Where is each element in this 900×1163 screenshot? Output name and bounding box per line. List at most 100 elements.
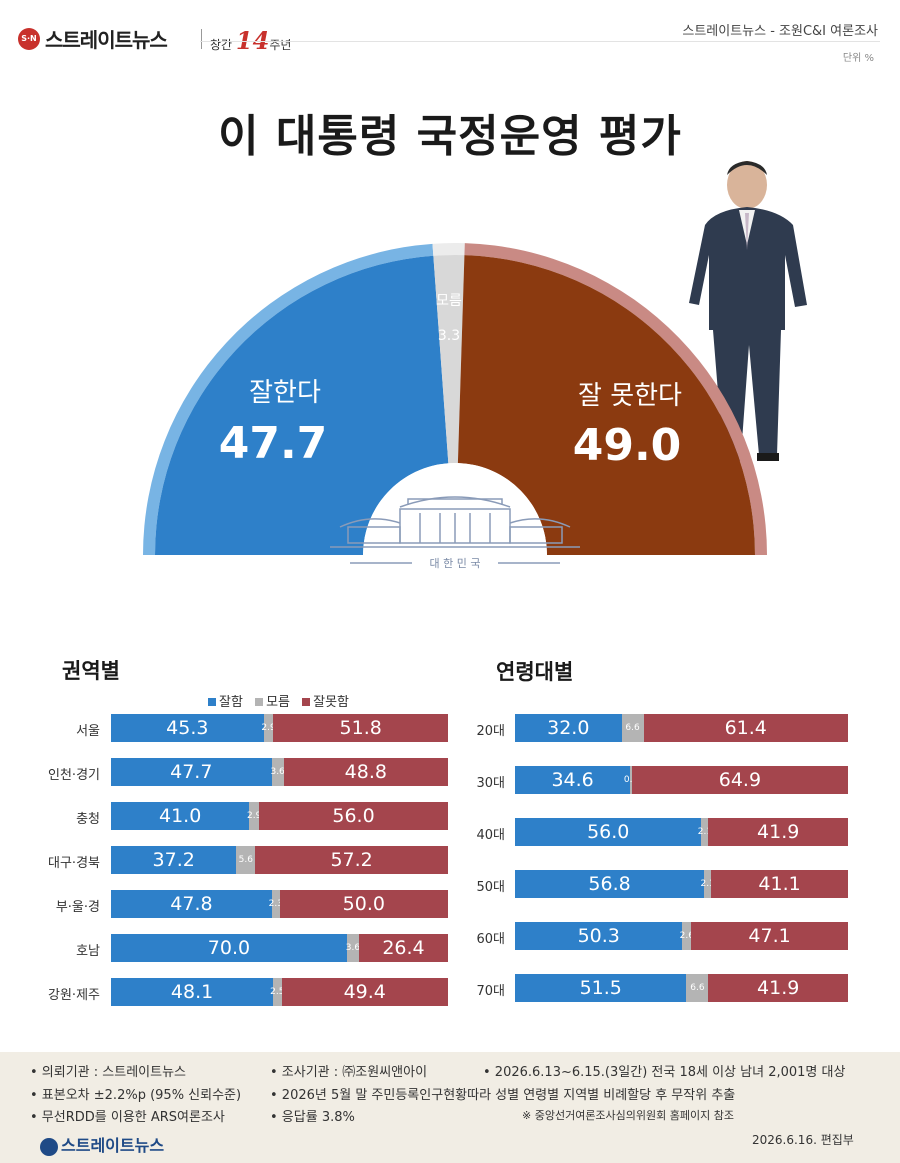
stacked-bar: 45.3 2.9 51.8 <box>111 714 448 742</box>
stacked-bar: 51.5 6.6 41.9 <box>515 974 848 1002</box>
footer-logo-mark <box>40 1137 58 1156</box>
stacked-bar: 41.0 2.9 56.0 <box>111 802 448 830</box>
bar-category-label: 호남 <box>76 944 100 959</box>
stacked-bar: 56.0 2.1 41.9 <box>515 818 848 846</box>
stacked-bar: 48.1 2.5 49.4 <box>111 978 448 1006</box>
unknown-segment: 6.6 <box>686 974 709 1002</box>
bar-category-label: 대구·경북 <box>48 856 100 871</box>
disapprove-value: 49.0 <box>572 420 682 471</box>
unknown-slice <box>433 255 465 464</box>
logo-text: 스트레이트뉴스 <box>45 28 168 52</box>
bar-category-label: 인천·경기 <box>48 768 100 783</box>
approve-slice <box>155 255 449 555</box>
disapprove-slice <box>457 255 755 556</box>
disapprove-segment: 57.2 <box>255 846 448 874</box>
approve-segment: 34.6 <box>515 766 631 794</box>
approve-segment: 37.2 <box>111 846 237 874</box>
approve-label: 잘한다 <box>249 378 321 408</box>
page-title: 이 대통령 국정운영 평가 <box>218 111 682 162</box>
footer-logo: 스트레이트뉴스 <box>40 1132 164 1156</box>
footer <box>0 1052 900 1163</box>
bar-category-label: 부·울·경 <box>55 900 100 915</box>
disapprove-segment: 48.8 <box>283 758 448 786</box>
disapprove-segment: 47.1 <box>691 922 848 950</box>
unknown-segment: 2.3 <box>269 890 283 918</box>
unknown-segment: 3.6 <box>270 758 285 786</box>
approve-segment: 48.1 <box>111 978 274 1006</box>
unknown-segment: 5.6 <box>236 846 256 874</box>
legend-swatch-unknown <box>255 698 264 706</box>
unknown-segment: 2.9 <box>247 802 261 830</box>
stacked-bar: 50.3 2.6 47.1 <box>515 922 848 950</box>
unknown-segment: 2.6 <box>680 922 694 950</box>
stacked-bar: 47.7 3.6 48.8 <box>111 758 448 786</box>
stacked-bar: 47.8 2.3 50.0 <box>111 890 448 918</box>
logo-mark: S·N <box>18 28 40 50</box>
legend-swatch-approve <box>208 698 216 706</box>
disapprove-segment: 61.4 <box>643 714 848 742</box>
stacked-bar: 37.2 5.6 57.2 <box>111 846 448 874</box>
disapprove-label: 잘 못한다 <box>578 381 682 411</box>
unknown-segment: 0.5 <box>624 766 638 794</box>
approve-value: 47.7 <box>218 418 328 469</box>
approve-segment: 47.7 <box>111 758 272 786</box>
legend: 잘함 모름 잘못함 <box>200 691 349 710</box>
legend-disapprove: 잘못함 <box>313 695 350 710</box>
footer-note: ※ 중앙선거여론조사심의위원회 홈페이지 참조 <box>522 1109 734 1122</box>
disapprove-segment: 26.4 <box>359 934 448 962</box>
bar-category-label: 60대 <box>476 932 505 947</box>
bar-category-label: 30대 <box>476 776 505 791</box>
stacked-bar: 56.8 2.1 41.1 <box>515 870 848 898</box>
divider <box>201 29 202 49</box>
stacked-bar: 70.0 3.6 26.4 <box>111 934 448 962</box>
unknown-label: 모름 <box>436 293 462 309</box>
bar-category-label: 강원·제주 <box>48 988 100 1003</box>
emblem-text: 대 한 민 국 <box>430 557 481 570</box>
approve-segment: 41.0 <box>111 802 250 830</box>
approval-semicircle-chart <box>143 243 767 556</box>
footer-logo-text: 스트레이트뉴스 <box>61 1136 165 1155</box>
footer-response-rate: • 응답률 3.8% <box>270 1110 355 1125</box>
unknown-slice-rim <box>432 243 465 256</box>
footer-method: • 무선RDD를 이용한 ARS여론조사 <box>30 1110 225 1125</box>
anniversary-number: 14 <box>235 26 270 55</box>
footer-period: • 2026.6.13~6.15.(3일간) 전국 18세 이상 남녀 2,00… <box>483 1065 846 1080</box>
legend-swatch-disapprove <box>302 698 311 706</box>
legend-unknown: 모름 <box>266 695 290 710</box>
approve-segment: 47.8 <box>111 890 272 918</box>
bar-category-label: 70대 <box>476 984 505 999</box>
bar-category-label: 40대 <box>476 828 505 843</box>
unknown-segment: 2.5 <box>270 978 284 1006</box>
footer-date: 2026.6.16. 편집부 <box>752 1133 854 1147</box>
footer-agency: • 조사기관 : ㈜조원씨앤아이 <box>270 1065 428 1080</box>
footer-client: • 의뢰기관 : 스트레이트뉴스 <box>30 1065 187 1080</box>
footer-sampling: • 2026년 5월 말 주민등록인구현황따라 성별 연령별 지역별 비례할당 … <box>270 1088 736 1103</box>
approve-segment: 56.0 <box>515 818 702 846</box>
disapprove-segment: 49.4 <box>281 978 448 1006</box>
disapprove-segment: 50.0 <box>279 890 448 918</box>
unknown-segment: 3.6 <box>346 934 360 962</box>
unknown-segment: 2.1 <box>700 870 715 898</box>
survey-source: 스트레이트뉴스 - 조원C&I 여론조사 <box>682 24 878 39</box>
approve-segment: 70.0 <box>111 934 347 962</box>
footer-margin: • 표본오차 ±2.2%p (95% 신뢰수준) <box>30 1088 242 1103</box>
approve-segment: 56.8 <box>515 870 705 898</box>
region-section-title: 권역별 <box>62 659 120 683</box>
unit-label: 단위 % <box>842 53 874 64</box>
unknown-segment: 6.6 <box>621 714 644 742</box>
age-section-title: 연령대별 <box>496 660 574 684</box>
header-rule <box>200 41 880 42</box>
stacked-bar: 34.60.564.9 <box>515 766 848 794</box>
disapprove-segment: 51.8 <box>273 714 448 742</box>
top-bar: S·N 스트레이트뉴스 창간 14주년 스트레이트뉴스 - 조원C&I 여론조사… <box>0 0 900 70</box>
bar-category-label: 충청 <box>76 812 100 827</box>
bar-category-label: 20대 <box>476 724 505 739</box>
approve-segment: 32.0 <box>515 714 622 742</box>
disapprove-segment: 41.9 <box>708 818 848 846</box>
unknown-segment: 2.9 <box>261 714 276 742</box>
disapprove-segment: 64.9 <box>631 766 848 794</box>
unknown-value: 3.3 <box>437 328 461 344</box>
legend-approve: 잘함 <box>219 695 243 710</box>
bar-category-label: 서울 <box>76 724 100 739</box>
approve-segment: 45.3 <box>111 714 264 742</box>
